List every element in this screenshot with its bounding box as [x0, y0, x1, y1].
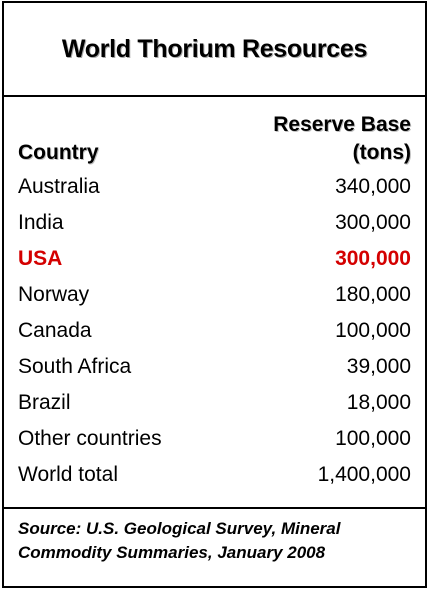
- table-row-brazil: Brazil 18,000: [18, 385, 411, 421]
- thorium-resources-card: World Thorium Resources Country Reserve …: [2, 1, 427, 588]
- table-row-usa-highlighted: USA 300,000: [18, 241, 411, 277]
- header-reserve-line2: (tons): [352, 141, 411, 164]
- cell-reserve: 100,000: [335, 427, 411, 450]
- cell-country: India: [18, 211, 64, 234]
- cell-reserve: 300,000: [335, 247, 411, 270]
- table-row-norway: Norway 180,000: [18, 277, 411, 313]
- table-row-world-total: World total 1,400,000: [18, 457, 411, 493]
- header-country: Country: [18, 141, 99, 164]
- cell-reserve: 1,400,000: [317, 463, 411, 486]
- table-row-other-countries: Other countries 100,000: [18, 421, 411, 457]
- cell-country: Other countries: [18, 427, 162, 450]
- table-header: Country Reserve Base (tons): [18, 111, 411, 167]
- cell-reserve: 39,000: [346, 355, 411, 378]
- table-row-australia: Australia 340,000: [18, 169, 411, 205]
- table-row-canada: Canada 100,000: [18, 313, 411, 349]
- cell-reserve: 180,000: [335, 283, 411, 306]
- cell-reserve: 300,000: [335, 211, 411, 234]
- cell-country: Australia: [18, 175, 100, 198]
- table-row-south-africa: South Africa 39,000: [18, 349, 411, 385]
- cell-reserve: 340,000: [335, 175, 411, 198]
- cell-reserve: 18,000: [346, 391, 411, 414]
- source-citation: Source: U.S. Geological Survey, Mineral …: [18, 517, 415, 565]
- cell-country: World total: [18, 463, 118, 486]
- page-title: World Thorium Resources: [4, 3, 425, 97]
- cell-country: South Africa: [18, 355, 132, 378]
- source-line2: Commodity Summaries, January 2008: [18, 543, 326, 562]
- header-reserve-base: Reserve Base (tons): [273, 111, 411, 167]
- table-body: Australia 340,000 India 300,000 USA 300,…: [18, 169, 411, 493]
- table-row-india: India 300,000: [18, 205, 411, 241]
- cell-country: Brazil: [18, 391, 71, 414]
- header-reserve-line1: Reserve Base: [273, 113, 411, 136]
- resources-table: Country Reserve Base (tons) Australia 34…: [4, 97, 425, 509]
- cell-country: Canada: [18, 319, 92, 342]
- cell-country: Norway: [18, 283, 90, 306]
- cell-reserve: 100,000: [335, 319, 411, 342]
- source-line1: Source: U.S. Geological Survey, Mineral: [18, 519, 341, 538]
- cell-country: USA: [18, 247, 63, 270]
